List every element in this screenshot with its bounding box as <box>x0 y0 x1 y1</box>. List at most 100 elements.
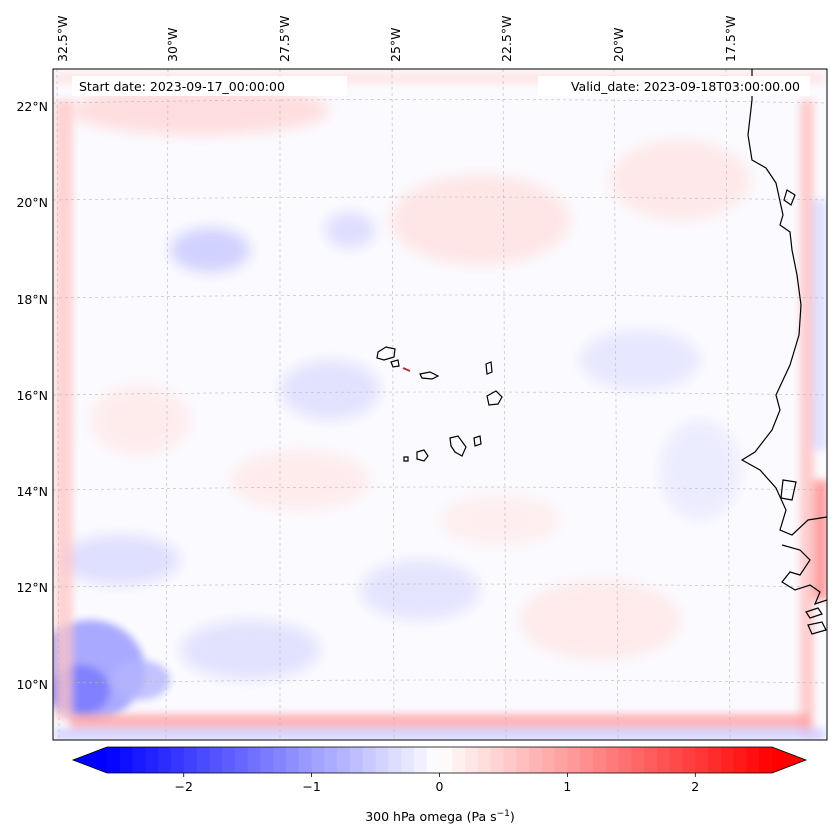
start-date-label: Start date: 2023-09-17_00:00:00 <box>79 79 285 94</box>
lon-tick: 27.5°W <box>277 16 292 62</box>
colorbar-cell <box>183 747 198 773</box>
colorbar-cell <box>145 747 159 773</box>
lat-tick: 22°N <box>16 99 48 114</box>
island-santo-antao <box>376 346 396 361</box>
colorbar-cell <box>605 747 620 773</box>
map-frame <box>52 68 828 741</box>
start-date-box <box>72 76 347 96</box>
island-brava <box>403 456 409 462</box>
colorbar-cell <box>132 747 146 773</box>
lon-tick: 32.5°W <box>55 16 70 62</box>
colorbar-cell <box>375 747 389 773</box>
colorbar-cell <box>196 747 210 773</box>
colorbar-cell <box>247 747 262 773</box>
coast-inlet <box>780 479 797 501</box>
lon-tick: 30°W <box>165 27 180 62</box>
lon-tick: 20°W <box>611 27 626 62</box>
colorbar-tick-label: 1 <box>563 779 571 794</box>
colorbar-cell <box>695 747 709 773</box>
colorbar-tick-label: −1 <box>302 779 320 794</box>
graticule <box>53 69 827 740</box>
colorbar-cell <box>388 747 402 773</box>
colorbar-cell <box>477 747 492 773</box>
colorbar-cell <box>720 747 735 773</box>
colorbar-cell <box>260 747 274 773</box>
island-sal <box>485 361 493 375</box>
colorbar-cell <box>273 747 287 773</box>
colorbar-cell <box>234 747 249 773</box>
colorbar-cell <box>337 747 351 773</box>
colorbar-cell <box>413 747 428 773</box>
lat-tick: 16°N <box>16 388 48 403</box>
island-sao-vicente <box>390 359 400 368</box>
colorbar-cell <box>656 747 671 773</box>
colorbar-outline <box>71 746 808 774</box>
colorbar-cell <box>349 747 364 773</box>
colorbar-cell <box>529 747 543 773</box>
lat-tick: 20°N <box>16 195 48 210</box>
colorbar-tick-label: 2 <box>691 779 699 794</box>
colorbar-cells <box>107 747 773 773</box>
coastlines <box>376 69 827 635</box>
colorbar-low-extension <box>73 747 107 773</box>
colorbar-cell <box>222 747 236 773</box>
colorbar-cell <box>298 747 313 773</box>
longitude-ticks: 32.5°W 30°W 27.5°W 25°W 22.5°W 20°W 17.5… <box>55 16 738 62</box>
coast-islands-south <box>805 607 827 635</box>
colorbar-cell <box>452 747 466 773</box>
colorbar-cell <box>286 747 300 773</box>
omega-field <box>53 72 827 740</box>
date-labels: Start date: 2023-09-17_00:00:00 Valid_da… <box>72 76 810 96</box>
colorbar-high-extension <box>772 747 806 773</box>
colorbar-cell <box>170 747 185 773</box>
lat-tick: 12°N <box>16 580 48 595</box>
colorbar-cell <box>733 747 748 773</box>
colorbar-cell <box>618 747 632 773</box>
colorbar-tick-label: −2 <box>175 779 193 794</box>
lat-tick: 10°N <box>16 677 48 692</box>
colorbar-cell <box>209 747 223 773</box>
colorbar-cell <box>311 747 326 773</box>
colorbar-label: 300 hPa omega (Pa s−1) <box>365 809 515 824</box>
island-fogo <box>416 449 429 462</box>
colorbar-cell <box>516 747 530 773</box>
colorbar: −2 −1 0 1 2 300 hPa omega (Pa s−1) <box>71 746 808 824</box>
colorbar-cell <box>439 747 453 773</box>
colorbar-cell <box>580 747 594 773</box>
lon-tick: 17.5°W <box>723 16 738 62</box>
island-santiago <box>449 435 467 457</box>
colorbar-cell <box>401 747 415 773</box>
colorbar-cell <box>503 747 517 773</box>
african-coastline <box>740 69 827 536</box>
island-sao-nicolau <box>419 371 440 380</box>
colorbar-cell <box>541 747 556 773</box>
island-maio <box>473 435 482 447</box>
valid-date-label: Valid_date: 2023-09-18T03:00:00.00 <box>571 79 800 94</box>
coast-south-segment <box>781 544 827 605</box>
colorbar-cell <box>465 747 479 773</box>
lat-tick: 18°N <box>16 292 48 307</box>
colorbar-cell <box>426 747 441 773</box>
colorbar-cell <box>107 747 121 773</box>
island-santa-luzia <box>402 367 411 372</box>
colorbar-cell <box>324 747 338 773</box>
colorbar-cell <box>158 747 172 773</box>
colorbar-cell <box>567 747 581 773</box>
colorbar-cell <box>362 747 377 773</box>
colorbar-ticks: −2 −1 0 1 2 <box>175 773 699 794</box>
colorbar-cell <box>119 747 134 773</box>
colorbar-cell <box>682 747 696 773</box>
colorbar-tick-label: 0 <box>436 779 444 794</box>
colorbar-cell <box>554 747 568 773</box>
valid-date-box <box>538 76 810 96</box>
coast-bay <box>783 189 796 206</box>
latitude-ticks: 22°N 20°N 18°N 16°N 14°N 12°N 10°N <box>16 99 48 692</box>
colorbar-cell <box>631 747 645 773</box>
island-boa-vista <box>486 390 503 406</box>
colorbar-cell <box>592 747 607 773</box>
map-panel: Start date: 2023-09-17_00:00:00 Valid_da… <box>52 68 828 741</box>
colorbar-cell <box>490 747 505 773</box>
lon-tick: 25°W <box>388 27 403 62</box>
colorbar-cell <box>708 747 722 773</box>
lon-tick: 22.5°W <box>499 16 514 62</box>
